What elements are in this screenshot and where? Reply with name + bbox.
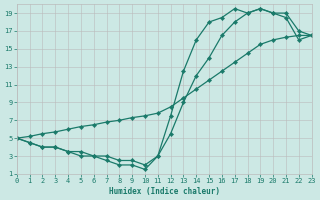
- X-axis label: Humidex (Indice chaleur): Humidex (Indice chaleur): [109, 187, 220, 196]
